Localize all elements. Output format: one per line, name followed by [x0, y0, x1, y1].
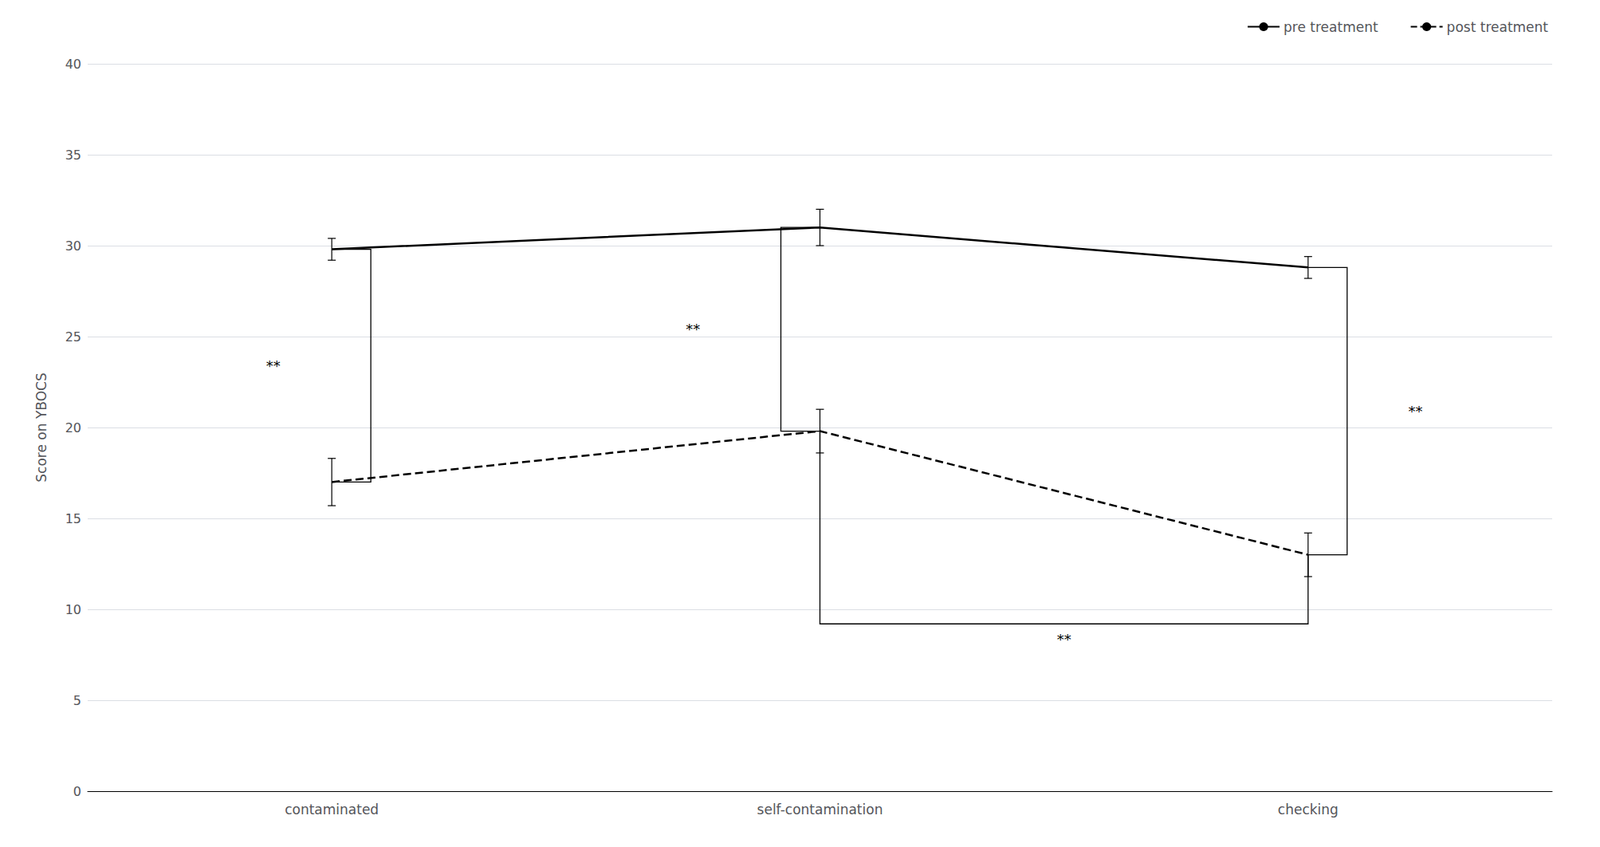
svg-text:self-contamination: self-contamination — [757, 801, 884, 818]
svg-text:**: ** — [266, 357, 281, 374]
svg-text:contaminated: contaminated — [284, 801, 379, 818]
svg-text:5: 5 — [73, 692, 82, 708]
svg-text:15: 15 — [65, 511, 82, 527]
svg-text:0: 0 — [73, 783, 82, 799]
svg-text:40: 40 — [65, 56, 82, 72]
svg-text:post treatment: post treatment — [1446, 19, 1549, 36]
svg-text:30: 30 — [65, 238, 82, 254]
svg-text:25: 25 — [65, 329, 82, 345]
svg-text:**: ** — [1408, 402, 1424, 420]
svg-text:35: 35 — [65, 147, 82, 163]
svg-text:**: ** — [1057, 630, 1072, 648]
svg-text:10: 10 — [65, 601, 82, 618]
svg-text:checking: checking — [1277, 801, 1339, 818]
svg-text:pre treatment: pre treatment — [1283, 19, 1379, 36]
svg-text:20: 20 — [65, 420, 82, 436]
svg-text:Score on YBOCS: Score on YBOCS — [33, 372, 50, 482]
svg-text:**: ** — [685, 320, 700, 338]
